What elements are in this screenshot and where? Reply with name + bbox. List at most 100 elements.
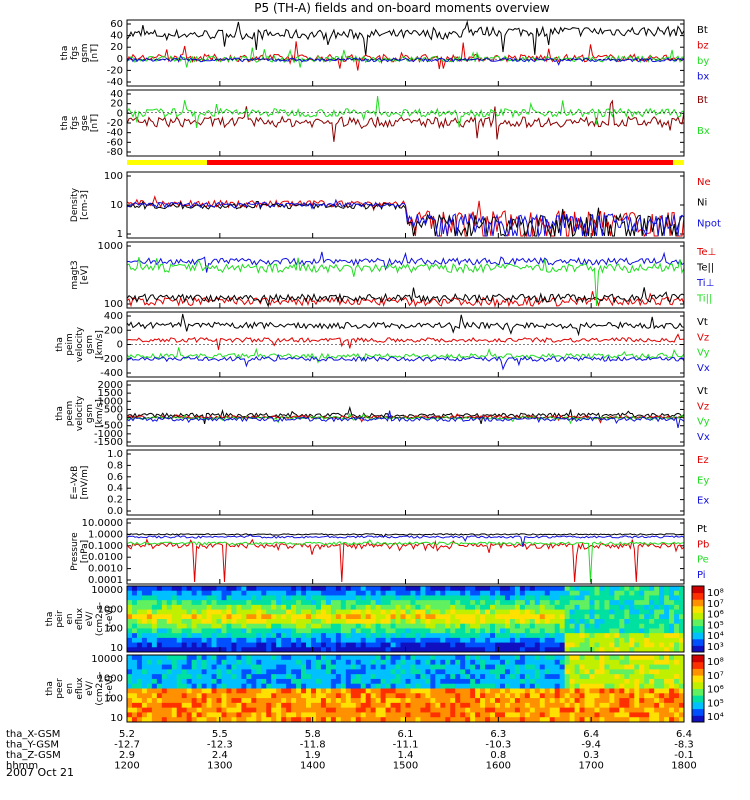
ylabel-line: fgs	[70, 116, 80, 130]
heatmap-cell	[400, 712, 406, 718]
heatmap-cell	[171, 595, 178, 601]
heatmap-cell	[236, 637, 242, 644]
heatmap-cell	[584, 647, 591, 653]
heatmap-cell	[256, 678, 262, 685]
heatmap-cell	[166, 637, 173, 644]
heatmap-cell	[221, 693, 227, 699]
heatmap-cell	[644, 664, 650, 670]
heatmap-cell	[181, 600, 188, 606]
heatmap-cell	[435, 600, 441, 606]
heatmap-cell	[350, 604, 357, 611]
heatmap-cell	[335, 698, 342, 704]
heatmap-cell	[365, 614, 372, 620]
heatmap-cell	[549, 683, 556, 689]
heatmap-cell	[141, 600, 148, 606]
ytick-label: 100	[104, 299, 123, 310]
heatmap-cell	[136, 717, 143, 723]
heatmap-cell	[301, 642, 307, 648]
heatmap-cell	[286, 609, 292, 615]
heatmap-cell	[544, 609, 551, 615]
heatmap-cell	[151, 586, 158, 592]
heatmap-cell	[340, 600, 347, 606]
heatmap-cell	[559, 628, 566, 634]
heatmap-cell	[156, 669, 163, 675]
heatmap-cell	[619, 717, 625, 723]
heatmap-cell	[499, 664, 506, 670]
heatmap-cell	[574, 664, 581, 670]
heatmap-cell	[360, 702, 367, 709]
heatmap-cell	[674, 595, 680, 601]
heatmap-cell	[490, 609, 496, 615]
ytick-label: 1000	[98, 674, 123, 685]
ylabel-line: Density	[70, 187, 80, 222]
heatmap-cell	[455, 628, 461, 634]
heatmap-cell	[485, 590, 491, 596]
heatmap-cell	[679, 642, 685, 648]
heatmap-cell	[355, 633, 362, 639]
heatmap-cell	[276, 590, 282, 596]
heatmap-cell	[141, 595, 148, 601]
heatmap-cell	[315, 614, 322, 620]
heatmap-cell	[629, 590, 635, 596]
heatmap-cell	[271, 674, 277, 680]
heatmap-cell	[181, 683, 188, 689]
heatmap-cell	[529, 664, 536, 670]
heatmap-cell	[296, 628, 302, 634]
heatmap-cell	[480, 642, 486, 648]
ytick-label: 40	[110, 89, 123, 100]
heatmap-cell	[365, 619, 372, 625]
heatmap-cell	[385, 717, 392, 723]
heatmap-cell	[216, 678, 222, 685]
heatmap-cell	[201, 669, 208, 675]
heatmap-cell	[609, 637, 615, 644]
heatmap-cell	[679, 623, 685, 629]
heatmap-cell	[420, 586, 426, 592]
heatmap-cell	[430, 702, 436, 709]
heatmap-cell	[380, 595, 387, 601]
heatmap-cell	[639, 590, 645, 596]
heatmap-cell	[246, 586, 252, 592]
heatmap-cell	[281, 604, 287, 611]
heatmap-cell	[127, 659, 133, 666]
heatmap-cell	[311, 674, 317, 680]
heatmap-cell	[599, 655, 605, 661]
heatmap-cell	[266, 664, 272, 670]
heatmap-cell	[574, 698, 581, 704]
heatmap-cell	[246, 712, 252, 718]
heatmap-cell	[181, 693, 188, 699]
colorbar-swatch	[692, 619, 704, 627]
heatmap-cell	[654, 655, 660, 661]
heatmap-cell	[664, 702, 670, 709]
heatmap-cell	[584, 707, 591, 713]
heatmap-cell	[534, 623, 541, 629]
heatmap-cell	[246, 623, 252, 629]
ylabel-line: [nT]	[90, 44, 100, 62]
heatmap-cell	[639, 693, 645, 699]
heatmap-cell	[514, 600, 521, 606]
heatmap-cell	[146, 688, 153, 694]
heatmap-cell	[236, 633, 242, 639]
heatmap-cell	[554, 633, 561, 639]
heatmap-cell	[514, 609, 521, 615]
heatmap-cell	[127, 590, 133, 596]
heatmap-cell	[211, 664, 218, 670]
colorbar-swatch	[692, 695, 704, 703]
heatmap-cell	[176, 669, 183, 675]
heatmap-cell	[251, 717, 257, 723]
heatmap-cell	[405, 619, 411, 625]
heatmap-cell	[320, 633, 327, 639]
heatmap-cell	[345, 659, 352, 666]
heatmap-cell	[355, 604, 362, 611]
heatmap-cell	[325, 702, 332, 709]
heatmap-cell	[485, 600, 491, 606]
heatmap-cell	[574, 614, 581, 620]
heatmap-cell	[226, 590, 232, 596]
heatmap-cell	[579, 669, 586, 675]
heatmap-cell	[460, 614, 466, 620]
heatmap-cell	[544, 674, 551, 680]
heatmap-cell	[544, 642, 551, 648]
heatmap-cell	[291, 609, 297, 615]
status-bar-slow	[127, 160, 207, 165]
heatmap-cell	[629, 628, 635, 634]
heatmap-cell	[241, 600, 247, 606]
